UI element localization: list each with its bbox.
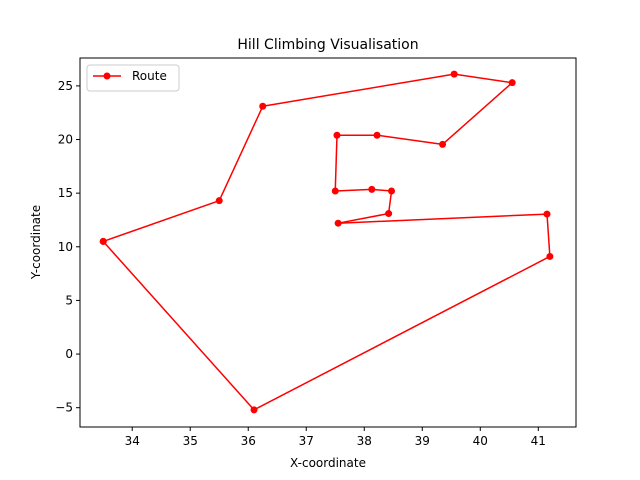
- legend-box: [86, 64, 180, 92]
- route-point: [508, 79, 516, 87]
- y-tick-label: 25: [58, 79, 73, 93]
- x-tick-label: 39: [415, 434, 430, 448]
- x-tick-label: 34: [125, 434, 140, 448]
- series-layer: [99, 70, 554, 414]
- legend: Route: [86, 64, 180, 92]
- x-axis-ticks: 34 35 36 37 38 39 40 41: [125, 427, 546, 448]
- x-tick-label: 37: [299, 434, 314, 448]
- x-axis-title: X-coordinate: [290, 456, 366, 470]
- route-point: [331, 187, 339, 195]
- x-tick-label: 40: [473, 434, 488, 448]
- plot-frame: [79, 57, 577, 428]
- y-tick-label: 0: [65, 347, 73, 361]
- route-point: [334, 219, 342, 227]
- y-tick-label: −5: [55, 401, 73, 415]
- route-point: [215, 197, 223, 205]
- route-point: [373, 131, 381, 139]
- route-point: [368, 185, 376, 193]
- route-point: [333, 131, 341, 139]
- route-point: [99, 237, 107, 245]
- y-tick-label: 10: [58, 240, 73, 254]
- y-tick-label: 5: [65, 293, 73, 307]
- plot-area: [80, 58, 576, 427]
- route-point: [450, 70, 458, 78]
- legend-marker-route: [103, 72, 111, 80]
- y-axis-ticks: −5 0 5 10 15 20 25: [55, 79, 80, 415]
- legend-label-route: Route: [132, 69, 167, 83]
- y-axis-title: Y-coordinate: [29, 205, 43, 280]
- route-point: [388, 187, 396, 195]
- route-point: [250, 406, 258, 414]
- route-point: [439, 140, 447, 148]
- chart-title: Hill Climbing Visualisation: [237, 37, 418, 53]
- route-point: [259, 102, 267, 110]
- x-tick-label: 38: [357, 434, 372, 448]
- route-point: [543, 210, 551, 218]
- x-tick-label: 35: [183, 434, 198, 448]
- y-tick-label: 15: [58, 186, 73, 200]
- y-tick-label: 20: [58, 133, 73, 147]
- x-tick-label: 36: [241, 434, 256, 448]
- route-point: [385, 210, 393, 218]
- x-tick-label: 41: [531, 434, 546, 448]
- route-point: [546, 252, 554, 260]
